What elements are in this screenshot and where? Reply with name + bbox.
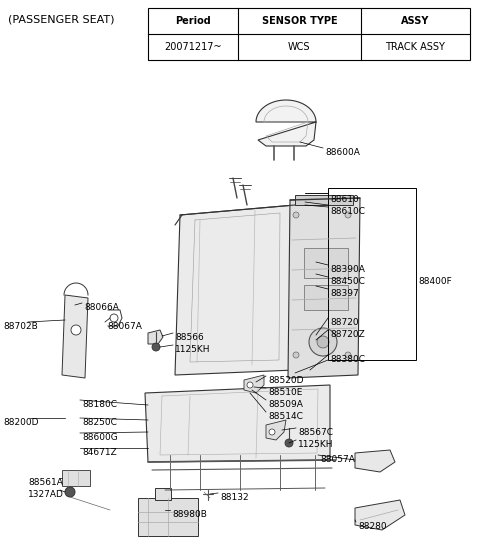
Circle shape <box>285 439 293 447</box>
Text: 88450C: 88450C <box>330 277 365 286</box>
Text: 88067A: 88067A <box>107 322 142 331</box>
Polygon shape <box>355 500 405 530</box>
Text: 88509A: 88509A <box>268 400 303 409</box>
Polygon shape <box>145 385 330 462</box>
Bar <box>328 188 416 360</box>
Circle shape <box>110 314 118 322</box>
Text: 88400F: 88400F <box>418 277 452 286</box>
Polygon shape <box>62 295 88 378</box>
Circle shape <box>345 352 351 358</box>
Text: 88520D: 88520D <box>268 376 303 385</box>
Text: 88720Z: 88720Z <box>330 330 365 339</box>
Text: 88567C: 88567C <box>298 428 333 437</box>
Text: ASSY: ASSY <box>401 16 430 26</box>
Circle shape <box>345 212 351 218</box>
Circle shape <box>293 212 299 218</box>
Text: 88720: 88720 <box>330 318 359 327</box>
Polygon shape <box>244 375 264 393</box>
Text: 1125KH: 1125KH <box>298 440 334 449</box>
Polygon shape <box>355 450 395 472</box>
Text: 88980B: 88980B <box>172 510 207 519</box>
Bar <box>62 470 90 486</box>
Text: 84671Z: 84671Z <box>82 448 117 457</box>
Circle shape <box>293 352 299 358</box>
Bar <box>155 488 171 500</box>
Text: SENSOR TYPE: SENSOR TYPE <box>262 16 337 26</box>
Bar <box>148 8 470 60</box>
Text: 88390A: 88390A <box>330 265 365 274</box>
Text: 88600A: 88600A <box>325 148 360 157</box>
Text: 88610C: 88610C <box>330 207 365 216</box>
Text: 88566: 88566 <box>175 333 204 342</box>
Polygon shape <box>175 205 295 375</box>
Circle shape <box>317 336 329 348</box>
Text: 88702B: 88702B <box>3 322 38 331</box>
Text: 88180C: 88180C <box>82 400 117 409</box>
Text: 88057A: 88057A <box>320 455 355 464</box>
Text: 88380C: 88380C <box>330 355 365 364</box>
Text: (PASSENGER SEAT): (PASSENGER SEAT) <box>8 14 115 24</box>
Text: 20071217~: 20071217~ <box>164 42 222 52</box>
Text: 88561A: 88561A <box>28 478 63 487</box>
Circle shape <box>309 328 337 356</box>
Text: WCS: WCS <box>288 42 311 52</box>
Bar <box>295 195 353 205</box>
Text: 88200D: 88200D <box>3 418 38 427</box>
Polygon shape <box>266 420 286 440</box>
Text: 88132: 88132 <box>220 493 249 502</box>
Text: 88610: 88610 <box>330 195 359 204</box>
Text: TRACK ASSY: TRACK ASSY <box>385 42 445 52</box>
Bar <box>138 498 198 536</box>
Bar <box>304 248 348 278</box>
Circle shape <box>269 429 275 435</box>
Polygon shape <box>256 100 316 146</box>
Text: 88066A: 88066A <box>84 303 119 312</box>
Circle shape <box>65 487 75 497</box>
Text: 88600G: 88600G <box>82 433 118 442</box>
Text: 1327AD: 1327AD <box>28 490 64 499</box>
Polygon shape <box>148 330 163 344</box>
Text: Period: Period <box>175 16 211 26</box>
Text: 88250C: 88250C <box>82 418 117 427</box>
Circle shape <box>71 325 81 335</box>
Text: 88397: 88397 <box>330 289 359 298</box>
Circle shape <box>152 343 160 351</box>
Text: 88510E: 88510E <box>268 388 302 397</box>
Text: 1125KH: 1125KH <box>175 345 211 354</box>
Circle shape <box>247 382 253 388</box>
Polygon shape <box>288 198 360 378</box>
Text: 88280: 88280 <box>358 522 386 531</box>
Text: 88514C: 88514C <box>268 412 303 421</box>
Bar <box>304 285 348 310</box>
